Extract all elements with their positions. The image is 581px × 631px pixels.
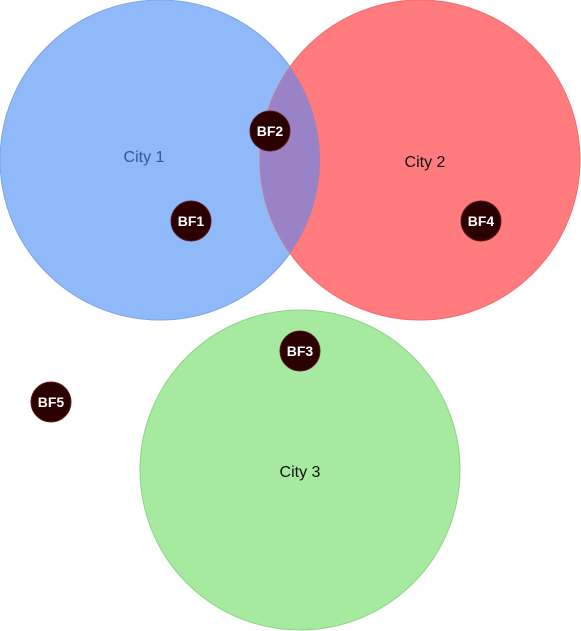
bf3-label: BF3 [287,343,314,359]
marker-bf5: BF5 [30,381,72,423]
marker-bf2: BF2 [249,110,291,152]
marker-bf1: BF1 [170,200,212,242]
city-1-label: City 1 [124,149,165,166]
bf4-label: BF4 [468,213,495,229]
bf4-marker-circle [460,200,502,242]
city-3-circle [139,309,461,631]
bf2-label: BF2 [257,123,284,139]
bf5-label: BF5 [38,394,65,410]
bf2-marker-circle [249,110,291,152]
bf5-marker-circle [30,381,72,423]
bf1-label: BF1 [178,213,205,229]
marker-bf4: BF4 [460,200,502,242]
city-3-label: City 3 [280,464,321,481]
bf3-marker-circle [279,330,321,372]
bf1-marker-circle [170,200,212,242]
marker-bf3: BF3 [279,330,321,372]
city-2-label: City 2 [405,154,446,171]
